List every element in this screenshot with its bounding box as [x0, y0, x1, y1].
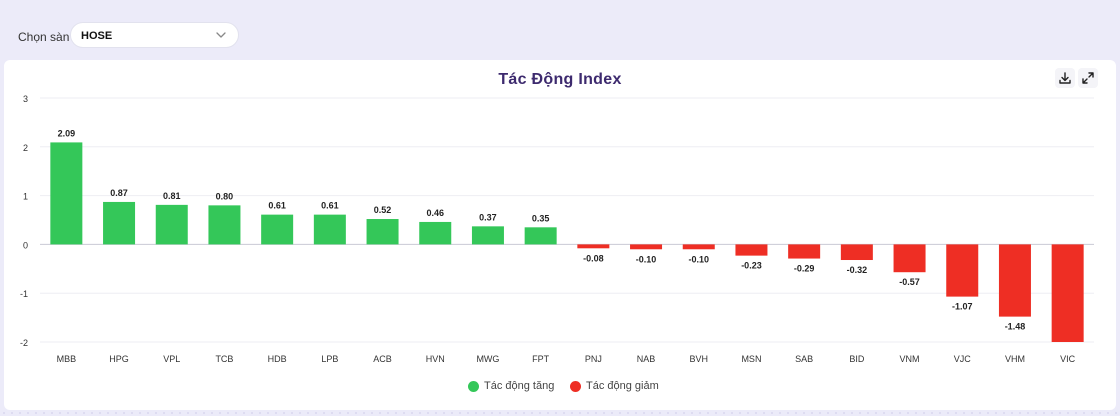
- data-label: 0.80: [216, 191, 234, 201]
- data-label: 2.09: [58, 128, 76, 138]
- data-label: 0.35: [532, 213, 550, 223]
- x-tick-label: SAB: [795, 354, 813, 364]
- bar: [998, 244, 1031, 317]
- x-tick-label: PNJ: [585, 354, 602, 364]
- x-tick-label: FPT: [532, 354, 550, 364]
- x-tick-label: BID: [849, 354, 865, 364]
- chart-panel: 3 2 1 0 -1 -2 2.09 MBB 0.87 HPG 0.81 VPL 0.80 TCB 0.61…: [4, 60, 1116, 410]
- x-tick-label: BVH: [689, 354, 708, 364]
- x-tick-label: HPG: [109, 354, 129, 364]
- data-label: -0.10: [636, 254, 657, 264]
- data-label: 0.52: [374, 205, 392, 215]
- data-label: 0.61: [268, 201, 286, 211]
- bar: [946, 244, 979, 297]
- x-tick-label: ACB: [373, 354, 392, 364]
- filter-bar: Chọn sàn HOSE: [0, 0, 1120, 58]
- bar: [682, 244, 715, 250]
- x-tick-label: NAB: [637, 354, 656, 364]
- download-button[interactable]: [1055, 68, 1075, 88]
- x-tick-label: HVN: [426, 354, 445, 364]
- market-filter-label: Chọn sàn: [18, 30, 70, 44]
- bar: [524, 227, 557, 245]
- x-tick-label: LPB: [321, 354, 338, 364]
- bar: [788, 244, 821, 259]
- x-tick-label: MSN: [741, 354, 761, 364]
- x-tick-label: VNM: [900, 354, 920, 364]
- chart-legend: Tác động tăng Tác động giảm: [4, 379, 1116, 395]
- bar: [208, 205, 241, 245]
- y-tick-label: 1: [23, 192, 28, 202]
- bar: [366, 219, 399, 245]
- y-tick-label: 2: [23, 143, 28, 153]
- data-label: -0.29: [794, 264, 815, 274]
- expand-button[interactable]: [1078, 68, 1098, 88]
- expand-icon: [1082, 72, 1094, 84]
- x-tick-label: VHM: [1005, 354, 1025, 364]
- bar: [471, 226, 504, 245]
- bar: [50, 142, 83, 245]
- data-label: -1.48: [1005, 322, 1026, 332]
- decorative-dots: [0, 410, 1120, 416]
- data-label: -0.08: [583, 253, 604, 263]
- data-label: -0.10: [688, 254, 709, 264]
- legend-marker-decrease: [570, 381, 581, 392]
- market-select[interactable]: HOSE: [70, 22, 239, 48]
- bar: [419, 221, 452, 245]
- y-tick-label: -1: [20, 289, 28, 299]
- data-label: -1.07: [952, 302, 973, 312]
- y-tick-label: 0: [23, 240, 28, 250]
- legend-label-decrease: Tác động giảm: [586, 380, 659, 392]
- data-label: 0.37: [479, 212, 497, 222]
- data-label: 0.46: [426, 208, 444, 218]
- y-tick-label: 3: [23, 94, 28, 104]
- data-label: 0.81: [163, 191, 181, 201]
- bar: [155, 204, 188, 245]
- bar: [103, 201, 136, 245]
- download-icon: [1059, 72, 1071, 84]
- data-label: -0.32: [847, 265, 868, 275]
- chart-title: Tác Động Index: [498, 71, 622, 88]
- y-tick-label: -2: [20, 338, 28, 348]
- data-label: 0.61: [321, 201, 339, 211]
- chevron-down-icon: [216, 32, 226, 38]
- data-label: 0.87: [110, 188, 128, 198]
- bar: [577, 244, 610, 249]
- bar: [313, 214, 346, 245]
- x-tick-label: VPL: [163, 354, 180, 364]
- data-label: -0.23: [741, 261, 762, 271]
- bar: [735, 244, 768, 256]
- x-tick-label: VJC: [954, 354, 972, 364]
- x-tick-label: VIC: [1060, 354, 1076, 364]
- legend-marker-increase: [468, 381, 479, 392]
- bar: [630, 244, 663, 250]
- bar: [840, 244, 873, 261]
- x-tick-label: MBB: [57, 354, 77, 364]
- chart-canvas: 3 2 1 0 -1 -2 2.09 MBB 0.87 HPG 0.81 VPL 0.80 TCB 0.61…: [20, 94, 1094, 364]
- x-tick-label: HDB: [268, 354, 287, 364]
- legend-label-increase: Tác động tăng: [484, 380, 555, 392]
- bar: [261, 214, 294, 245]
- data-label: -0.57: [899, 277, 920, 287]
- bar: [1051, 244, 1084, 342]
- market-select-value: HOSE: [81, 30, 113, 42]
- bar: [893, 244, 926, 273]
- x-tick-label: TCB: [215, 354, 233, 364]
- x-tick-label: MWG: [476, 354, 499, 364]
